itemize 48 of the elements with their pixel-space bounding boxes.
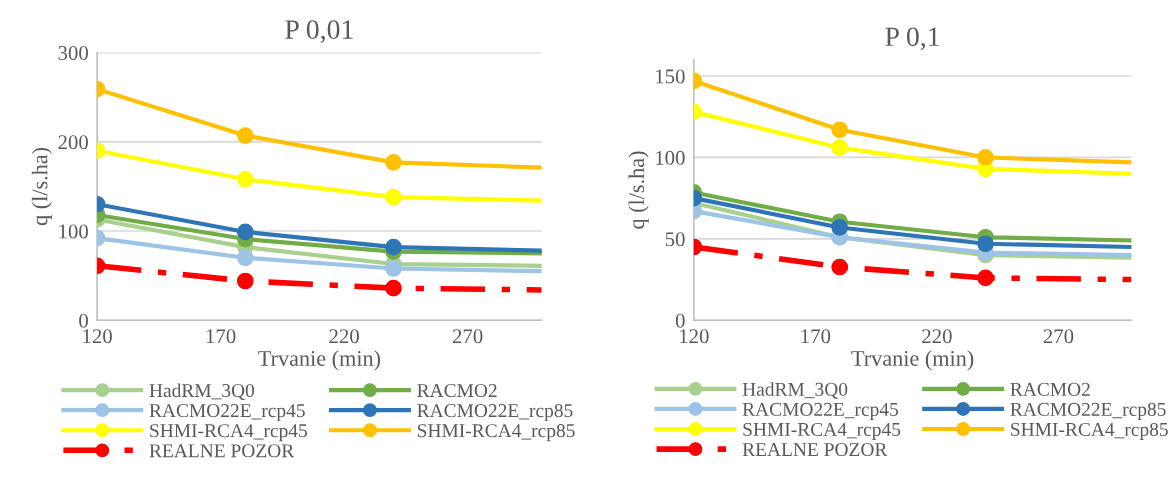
legend-label: SHMI-RCA4_rcp85	[417, 424, 575, 442]
y-tick-label: 300	[58, 45, 88, 61]
chart-title: P 0,01	[285, 20, 353, 43]
y-tick-label: 150	[656, 69, 685, 84]
point	[831, 219, 849, 236]
point	[831, 258, 849, 276]
legend-label: RACMO2	[417, 384, 497, 398]
legend-label: RACMO22E_rcp45	[742, 402, 899, 420]
point	[385, 238, 402, 256]
chart-title: P 0,1	[885, 27, 939, 51]
legend-label: HadRM_3Q0	[742, 382, 848, 399]
y-tick-label: 0	[79, 313, 88, 328]
x-axis-title: Trvanie (min)	[258, 350, 381, 371]
legend-label: RACMO2	[1010, 382, 1090, 396]
y-tick-label: 50	[665, 232, 685, 247]
point	[385, 260, 402, 277]
x-tick-label: 270	[452, 329, 483, 344]
y-tick-label: 100	[656, 150, 685, 165]
y-axis-title: q (l/s.ha)	[31, 147, 52, 226]
legend-label: REALNE POZOR	[742, 443, 888, 457]
point	[385, 279, 402, 297]
point	[831, 121, 849, 139]
x-tick-label: 220	[329, 329, 359, 344]
point	[385, 153, 402, 171]
legend-label: SHMI-RCA4_rcp45	[150, 424, 307, 442]
legend-label: RACMO22E_rcp85	[417, 404, 573, 422]
x-tick-label: 220	[922, 329, 952, 344]
y-axis-title: q (l/s.ha)	[628, 151, 649, 229]
x-axis-title: Trvanie (min)	[851, 350, 974, 371]
x-tick-label: 270	[1043, 329, 1074, 344]
legend-label: HadRM_3Q0	[149, 383, 255, 401]
legend-label: RACMO22E_rcp45	[149, 404, 305, 422]
point	[977, 235, 994, 253]
legend-label: SHMI-RCA4_rcp85	[1011, 422, 1168, 440]
y-tick-label: 100	[59, 224, 88, 239]
y-tick-label: 0	[675, 313, 685, 328]
y-tick-label: 200	[58, 135, 88, 150]
legend-label: SHMI-RCA4_rcp45	[743, 422, 901, 440]
legend-label: RACMO22E_rcp85	[1010, 402, 1166, 420]
x-tick-label: 170	[206, 329, 236, 344]
point	[385, 188, 402, 206]
x-tick-label: 170	[801, 329, 831, 344]
legend-label: REALNE POZOR	[149, 444, 295, 458]
x-tick-label: 120	[680, 329, 709, 344]
point	[977, 149, 994, 166]
point	[977, 269, 994, 287]
point	[831, 139, 849, 157]
x-tick-label: 120	[83, 329, 112, 344]
